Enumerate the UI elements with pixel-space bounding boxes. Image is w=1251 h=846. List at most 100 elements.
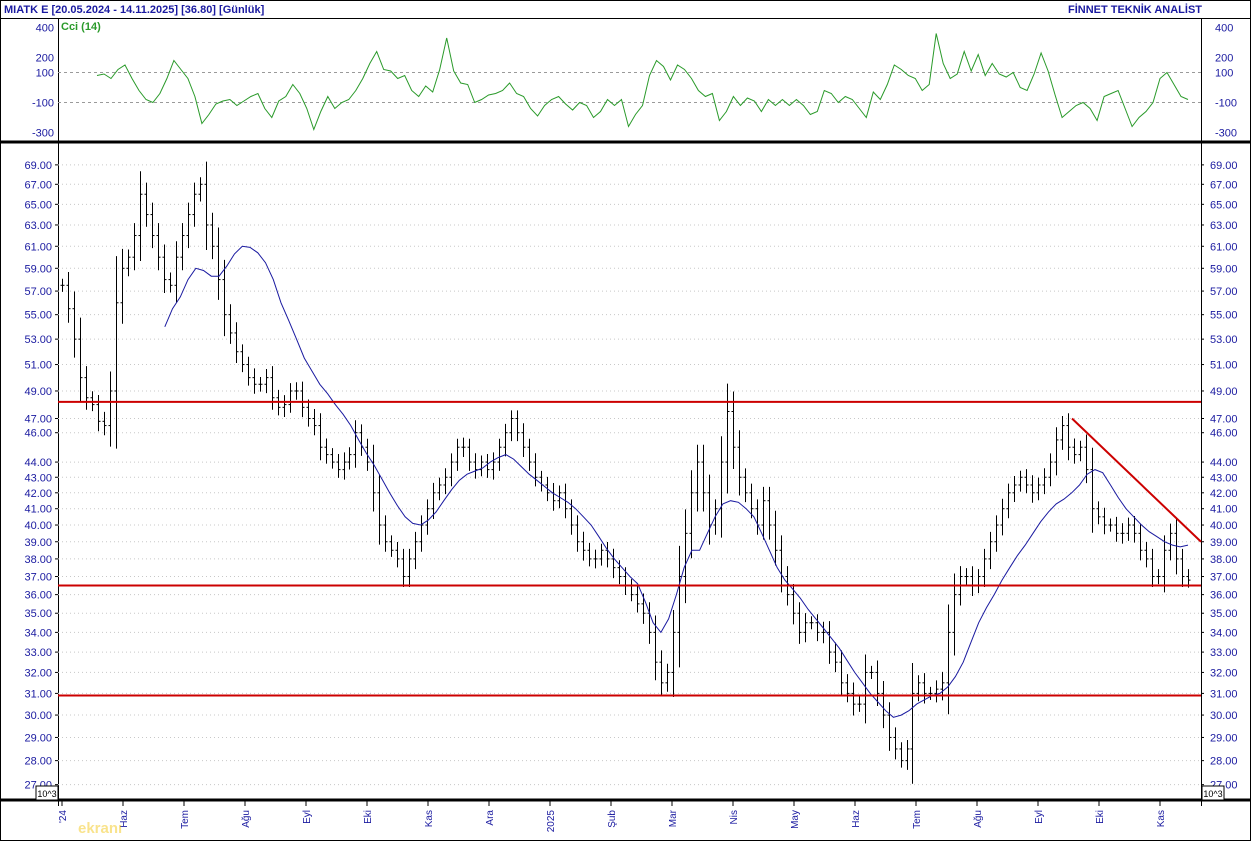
price-bar (150, 202, 155, 249)
price-bar (222, 259, 227, 337)
price-bar (419, 515, 424, 552)
x-axis: '24 Haz Tem Ağu Eyl Eki Kas Ara 2025 Şub Mar Nis May… (58, 801, 1167, 832)
price-bar (395, 542, 400, 568)
svg-text:10^3: 10^3 (1203, 789, 1222, 799)
price-bar (1048, 453, 1053, 487)
price-bar (497, 438, 502, 471)
price-tick-label-right: 29.00 (1210, 732, 1238, 744)
price-bar (797, 602, 802, 644)
price-bar (282, 395, 287, 417)
price-bar (821, 621, 826, 644)
price-tick-label-left: 40.00 (24, 520, 52, 532)
price-bar (1000, 498, 1005, 536)
price-bar (827, 621, 832, 664)
price-bar (659, 650, 664, 696)
price-tick-label-right: 28.00 (1210, 756, 1238, 768)
price-tick-label-right: 42.00 (1210, 488, 1238, 500)
price-bar (1120, 523, 1125, 544)
price-bar (180, 223, 185, 271)
price-bar (1138, 523, 1143, 561)
price-bar (899, 742, 904, 768)
cci-label: Cci (14) (61, 21, 101, 33)
price-bar (994, 515, 999, 552)
cci-tick-label-left: -300 (32, 128, 54, 140)
price-bar (809, 616, 814, 630)
price-tick-label-right: 44.00 (1210, 457, 1238, 469)
price-tick-label-left: 49.00 (24, 386, 52, 398)
price-bar (1108, 518, 1113, 532)
price-bar (114, 256, 119, 449)
cci-ticks: 400 400 200 200 100 100 -100 -100 -300 -300 (32, 23, 1237, 140)
price-bar (988, 531, 993, 570)
price-bar (581, 531, 586, 561)
price-bar (1156, 569, 1161, 585)
price-bar (521, 423, 526, 458)
price-tick-label-left: 30.00 (24, 710, 52, 722)
price-bar (455, 438, 460, 471)
x-tick-label: Eki (363, 810, 374, 824)
scale-badge-left: 10^3 (35, 785, 59, 801)
x-tick-label: Eki (1095, 810, 1106, 824)
price-tick-label-left: 44.00 (24, 457, 52, 469)
price-bar (1132, 515, 1137, 543)
price-tick-label-left: 29.00 (24, 732, 52, 744)
cci-line (96, 33, 1189, 131)
x-tick-label: Şub (607, 810, 618, 828)
price-bar (1126, 517, 1131, 541)
price-bar (803, 613, 808, 643)
price-bar (234, 322, 239, 363)
price-bar (336, 454, 341, 478)
support-lines (58, 400, 1201, 697)
price-bar (515, 410, 520, 442)
x-tick-label: Kas (1156, 810, 1167, 827)
price-bar (767, 486, 772, 540)
price-bar (1036, 477, 1041, 501)
price-bar (934, 680, 939, 703)
price-tick-label-right: 55.00 (1210, 310, 1238, 322)
price-bar (60, 278, 65, 292)
price-tick-label-right: 63.00 (1210, 220, 1238, 232)
price-tick-label-left: 36.00 (24, 590, 52, 602)
price-grid (58, 164, 1201, 786)
cci-tick-label-left: 200 (36, 53, 54, 65)
price-tick-label-left: 69.00 (24, 160, 52, 172)
price-bar (1168, 523, 1173, 561)
price-bar (587, 542, 592, 567)
price-bar (120, 248, 125, 324)
price-bar (228, 304, 233, 344)
x-tick-label: Tem (912, 810, 923, 829)
price-bar (599, 543, 604, 566)
price-ticks: 69.00 69.00 67.00 67.00 65.00 65.00 63.00 63.00… (24, 160, 1237, 792)
price-bar (952, 573, 957, 656)
x-tick-label: Nis (729, 810, 740, 824)
price-bar (443, 468, 448, 495)
cci-tick-label-right: -300 (1215, 128, 1237, 140)
price-bar (815, 614, 820, 642)
price-tick-label-left: 55.00 (24, 310, 52, 322)
price-bar (413, 531, 418, 570)
price-bar (575, 515, 580, 552)
price-tick-label-left: 65.00 (24, 199, 52, 211)
price-bar (887, 702, 892, 751)
cci-grid (58, 72, 1201, 103)
price-bar (102, 411, 107, 436)
price-bar (533, 453, 538, 487)
price-bar (905, 739, 910, 770)
price-tick-label-right: 65.00 (1210, 199, 1238, 211)
header-brand: FİNNET TEKNİK ANALİST (1068, 3, 1202, 16)
price-bar (485, 454, 490, 478)
price-tick-label-right: 46.00 (1210, 428, 1238, 440)
price-bar (72, 291, 77, 358)
price-bar (342, 452, 347, 480)
price-bar (509, 410, 514, 442)
price-bar (353, 420, 358, 468)
price-bar (922, 673, 927, 704)
price-bar (66, 272, 71, 323)
watermark: ekranı (78, 820, 122, 837)
cci-tick-label-left: 100 (36, 68, 54, 80)
price-bar (749, 483, 754, 519)
price-bar (318, 413, 323, 461)
price-bar (737, 430, 742, 496)
price-bar (186, 202, 191, 249)
